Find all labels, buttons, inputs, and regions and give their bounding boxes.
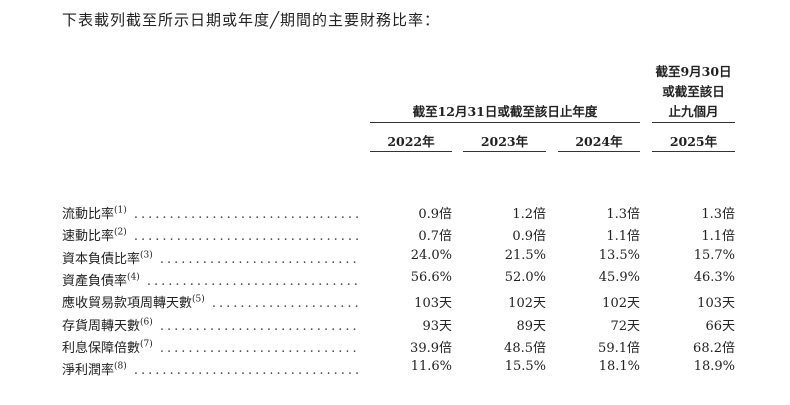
cell-value: 1.1倍: [606, 229, 640, 245]
row-label: 淨利潤率(8) ................................…: [62, 359, 358, 378]
intro-text: 下表載列截至所示日期或年度╱期間的主要財務比率：: [62, 11, 441, 29]
cell-value: 21.5%: [504, 247, 546, 263]
year-header: 2024年: [575, 134, 623, 149]
cell-value: 13.5%: [598, 247, 640, 263]
row-label: 速動比率(2) ................................…: [62, 225, 358, 244]
dot-leader: ........................................…: [159, 251, 358, 267]
row-label: 資本負債比率(3) ..............................…: [62, 248, 358, 267]
label-text: 流動比率: [62, 207, 115, 222]
cell-value: 45.9%: [598, 269, 640, 285]
label-text: 存貨周轉天數: [62, 318, 141, 334]
footnote-ref: (8): [114, 361, 127, 372]
period-header: 截至9月30日: [655, 64, 732, 79]
footnote-ref: (1): [114, 205, 127, 216]
year-header: 2022年: [387, 134, 435, 149]
year-header: 2025年: [669, 134, 718, 149]
cell-value: 1.1倍: [701, 229, 735, 245]
cell-value: 103天: [414, 296, 452, 312]
cell-value: 11.6%: [410, 359, 452, 375]
cell-value: 1.3倍: [606, 207, 640, 222]
cell-value: 102天: [508, 296, 546, 312]
row-label: 利息保障倍數(7) ..............................…: [62, 337, 358, 356]
cell-value: 93天: [422, 318, 452, 334]
header-rule: [370, 122, 640, 123]
row-label: 應收貿易款項周轉天數(5) ..........................…: [62, 292, 358, 311]
cell-value: 46.3%: [693, 269, 735, 285]
label-text: 資本負債比率: [62, 251, 141, 267]
cell-value: 56.6%: [410, 269, 452, 285]
cell-value: 0.7倍: [418, 229, 452, 245]
cell-value: 18.9%: [693, 359, 735, 375]
row-label: 流動比率(1) ................................…: [62, 203, 358, 222]
row-label: 存貨周轉天數(6) ..............................…: [62, 315, 358, 334]
label-text: 利息保障倍數: [62, 340, 141, 356]
period-header: 或截至該日: [662, 84, 725, 99]
cell-value: 48.5倍: [504, 340, 546, 356]
cell-value: 0.9倍: [512, 229, 546, 245]
year-rule: [463, 151, 546, 152]
dot-leader: ........................................…: [133, 363, 358, 379]
footnote-ref: (3): [140, 250, 153, 261]
cell-value: 15.7%: [693, 247, 735, 263]
cell-value: 52.0%: [504, 269, 546, 285]
dot-leader: ........................................…: [133, 229, 358, 245]
header-rule: [652, 122, 735, 123]
dot-leader: ........................................…: [146, 273, 358, 289]
cell-value: 1.3倍: [701, 207, 735, 222]
footnote-ref: (5): [192, 294, 205, 305]
footnote-ref: (2): [114, 227, 127, 238]
cell-value: 1.2倍: [512, 207, 546, 222]
year-rule: [652, 151, 735, 152]
cell-value: 66天: [705, 318, 735, 334]
cell-value: 103天: [697, 296, 735, 312]
dot-leader: ........................................…: [211, 296, 358, 312]
cell-value: 102天: [602, 296, 640, 312]
year-header: 2023年: [480, 134, 529, 149]
label-text: 速動比率: [62, 229, 115, 245]
year-rule: [558, 151, 640, 152]
cell-value: 68.2倍: [693, 340, 735, 356]
cell-value: 89天: [516, 318, 546, 334]
cell-value: 72天: [610, 318, 640, 334]
label-text: 應收貿易款項周轉天數: [62, 296, 193, 312]
dot-leader: ........................................…: [133, 207, 358, 222]
cell-value: 0.9倍: [418, 207, 452, 222]
group-header: 截至12月31日或截至該日止年度: [412, 104, 598, 119]
period-header: 止九個月: [668, 104, 719, 119]
year-rule: [370, 151, 452, 152]
cell-value: 59.1倍: [598, 340, 640, 356]
label-text: 淨利潤率: [62, 363, 115, 379]
label-text: 資產負債率: [62, 273, 128, 289]
cell-value: 24.0%: [410, 247, 452, 263]
dot-leader: ........................................…: [159, 340, 358, 356]
row-label: 資產負債率(4) ...............................…: [62, 270, 358, 289]
cell-value: 18.1%: [598, 359, 640, 375]
dot-leader: ........................................…: [159, 318, 358, 334]
footnote-ref: (6): [140, 317, 153, 328]
cell-value: 39.9倍: [410, 340, 452, 356]
cell-value: 15.5%: [504, 359, 546, 375]
footnote-ref: (7): [140, 339, 153, 350]
footnote-ref: (4): [127, 272, 140, 283]
